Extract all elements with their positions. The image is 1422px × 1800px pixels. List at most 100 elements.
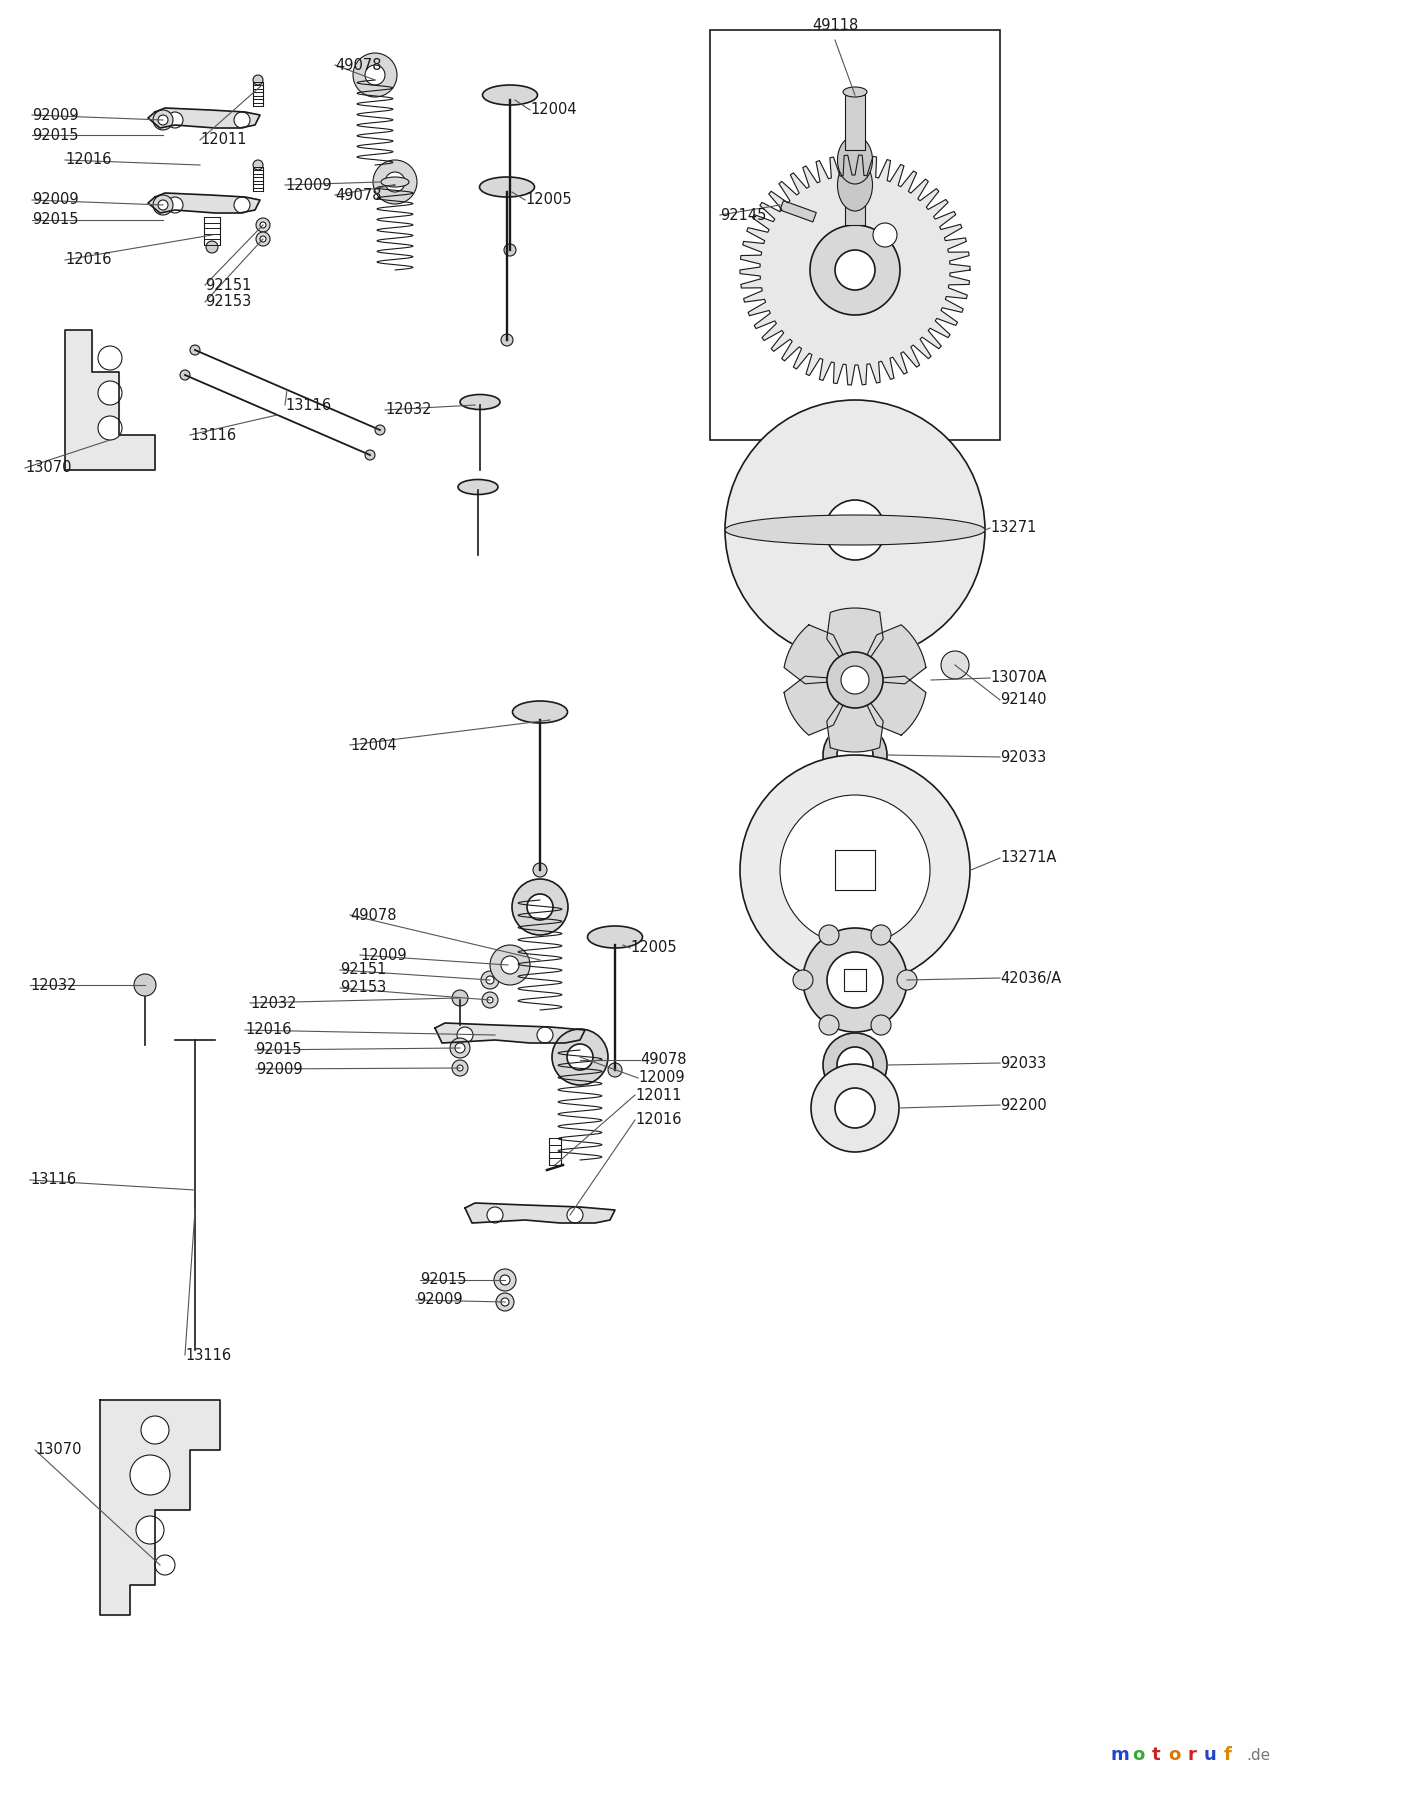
Circle shape (456, 1028, 474, 1042)
Circle shape (609, 1064, 621, 1076)
Circle shape (137, 1516, 164, 1544)
Text: 92009: 92009 (417, 1292, 462, 1307)
Circle shape (503, 245, 516, 256)
Circle shape (253, 160, 263, 169)
Polygon shape (784, 625, 855, 684)
Text: 92145: 92145 (720, 207, 766, 223)
Text: 12016: 12016 (65, 252, 111, 268)
Circle shape (828, 652, 883, 707)
Circle shape (166, 112, 183, 128)
Bar (845, 95, 865, 149)
Text: 92009: 92009 (33, 108, 78, 122)
Text: 13116: 13116 (191, 428, 236, 443)
Text: 12011: 12011 (636, 1087, 681, 1102)
Circle shape (166, 196, 183, 212)
Polygon shape (435, 1022, 584, 1042)
Circle shape (129, 1454, 171, 1496)
Polygon shape (826, 680, 883, 752)
Polygon shape (855, 625, 926, 684)
Text: 12011: 12011 (201, 133, 246, 148)
Circle shape (501, 956, 519, 974)
Polygon shape (843, 968, 866, 992)
Text: 92015: 92015 (33, 212, 78, 227)
Circle shape (793, 970, 813, 990)
Text: 13271A: 13271A (1000, 851, 1057, 866)
Circle shape (819, 925, 839, 945)
Text: 12032: 12032 (250, 995, 297, 1010)
Polygon shape (739, 155, 970, 385)
Text: 13116: 13116 (185, 1348, 232, 1363)
Ellipse shape (725, 515, 985, 545)
Text: 13116: 13116 (284, 398, 331, 412)
Circle shape (260, 221, 266, 229)
Polygon shape (465, 1202, 614, 1222)
Ellipse shape (838, 137, 873, 184)
Text: 49078: 49078 (640, 1053, 687, 1067)
Text: 12016: 12016 (245, 1022, 292, 1037)
Circle shape (365, 65, 385, 85)
Circle shape (365, 450, 375, 461)
Text: 12009: 12009 (638, 1071, 684, 1085)
Text: 49118: 49118 (812, 18, 857, 32)
Circle shape (823, 1033, 887, 1096)
Bar (781, 200, 816, 221)
Text: u: u (1203, 1746, 1216, 1764)
Text: 13070: 13070 (36, 1442, 81, 1458)
Ellipse shape (381, 176, 410, 187)
Circle shape (828, 952, 883, 1008)
Circle shape (155, 1555, 175, 1575)
Circle shape (538, 1028, 553, 1042)
Circle shape (496, 1292, 513, 1310)
Circle shape (491, 945, 530, 985)
Text: .de: .de (1246, 1748, 1270, 1762)
Circle shape (452, 990, 468, 1006)
Text: 92015: 92015 (255, 1042, 301, 1058)
Ellipse shape (587, 925, 643, 949)
Ellipse shape (459, 394, 501, 410)
Polygon shape (784, 677, 855, 734)
Circle shape (501, 335, 513, 346)
Ellipse shape (512, 700, 567, 724)
Circle shape (181, 371, 191, 380)
Polygon shape (148, 193, 260, 212)
Circle shape (825, 500, 884, 560)
Circle shape (385, 173, 405, 193)
Circle shape (260, 236, 266, 241)
Circle shape (835, 250, 875, 290)
Circle shape (449, 1039, 471, 1058)
Text: 92033: 92033 (1000, 1055, 1047, 1071)
Circle shape (481, 970, 499, 988)
Circle shape (98, 416, 122, 439)
Text: 13116: 13116 (30, 1172, 77, 1188)
Circle shape (154, 194, 173, 214)
Text: 13070A: 13070A (990, 671, 1047, 686)
Ellipse shape (843, 86, 867, 97)
Circle shape (897, 970, 917, 990)
Ellipse shape (479, 176, 535, 196)
Text: 12005: 12005 (525, 193, 572, 207)
Polygon shape (100, 1400, 220, 1615)
Circle shape (256, 232, 270, 247)
Circle shape (253, 76, 263, 85)
Text: 12032: 12032 (30, 977, 77, 992)
Circle shape (158, 115, 168, 124)
Text: 92140: 92140 (1000, 693, 1047, 707)
Circle shape (256, 218, 270, 232)
Text: m: m (1111, 1746, 1129, 1764)
Circle shape (456, 1066, 464, 1071)
Circle shape (501, 1274, 510, 1285)
Bar (710, 31, 1000, 439)
Text: t: t (1152, 1746, 1160, 1764)
Text: 92200: 92200 (1000, 1098, 1047, 1112)
Polygon shape (826, 608, 883, 680)
Circle shape (486, 997, 493, 1003)
Circle shape (493, 1269, 516, 1291)
Text: f: f (1224, 1746, 1231, 1764)
Circle shape (482, 992, 498, 1008)
Circle shape (873, 223, 897, 247)
Circle shape (235, 196, 250, 212)
Text: 42036/A: 42036/A (1000, 970, 1061, 986)
Circle shape (154, 110, 173, 130)
Circle shape (872, 1015, 892, 1035)
Text: 49078: 49078 (336, 58, 381, 72)
